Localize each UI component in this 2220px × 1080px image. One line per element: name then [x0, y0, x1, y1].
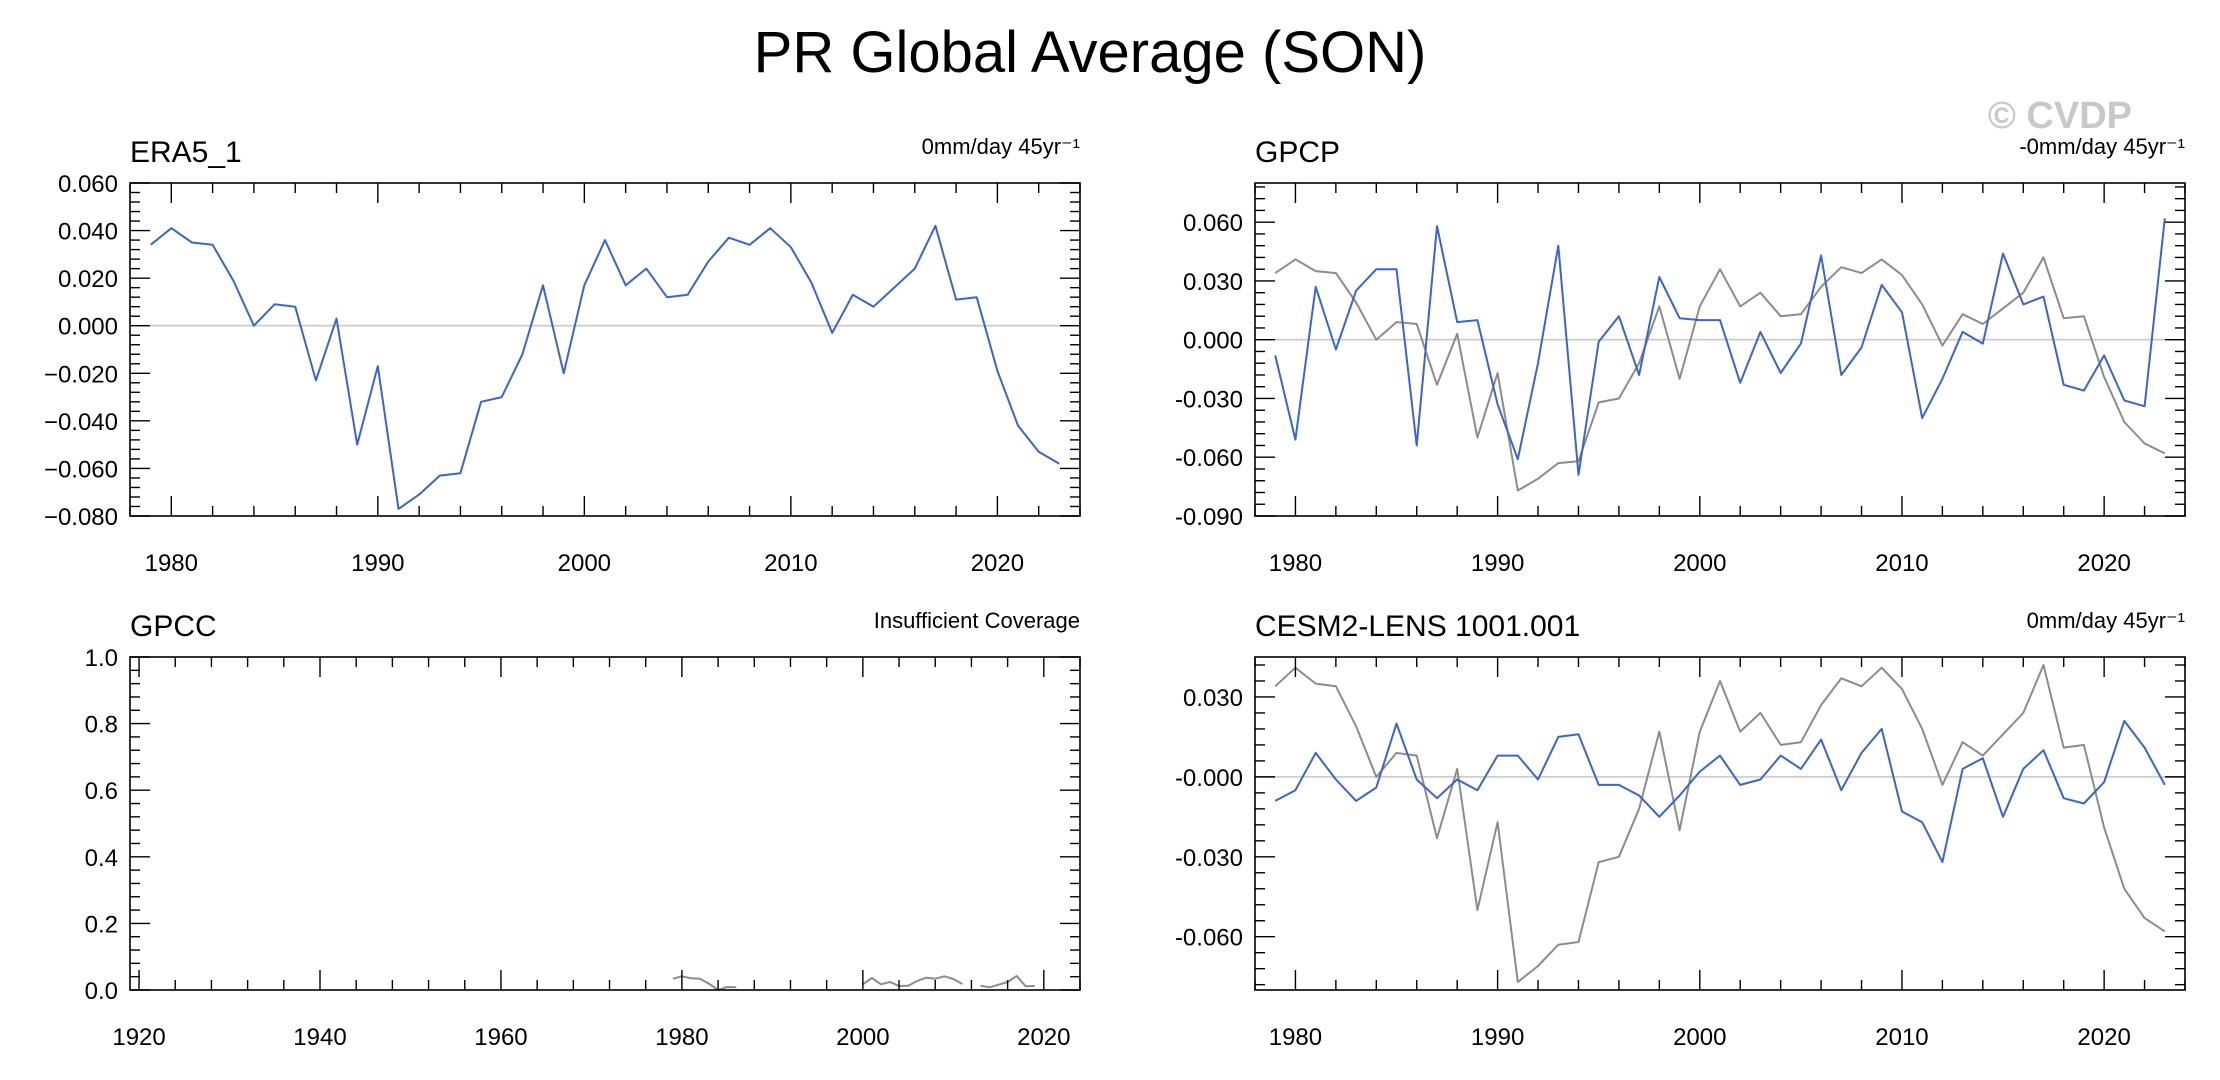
y-tick-label: 0.020: [58, 266, 118, 293]
x-tick-label: 1990: [1471, 550, 1524, 577]
trend-label: 0mm/day 45yr⁻¹: [2027, 608, 2185, 633]
y-tick-label: 0.000: [58, 314, 118, 341]
series-line-1: [672, 975, 1035, 991]
y-tick-label: −0.040: [44, 409, 118, 436]
x-tick-label: 2000: [1673, 1024, 1726, 1051]
x-tick-label: 1920: [112, 1024, 165, 1051]
x-tick-label: 2020: [2077, 1024, 2130, 1051]
y-tick-label: 0.030: [1183, 269, 1243, 296]
series-line-1: [1274, 664, 2166, 983]
y-tick-label: -0.000: [1175, 765, 1243, 792]
panel-title: GPCP: [1255, 136, 1340, 169]
y-tick-label: -0.030: [1175, 386, 1243, 413]
series-line-1: [150, 224, 1060, 510]
x-tick-label: 2020: [971, 550, 1024, 577]
panel-title: CESM2-LENS 1001.001: [1255, 610, 1580, 643]
y-tick-label: 0.040: [58, 219, 118, 246]
x-tick-label: 1980: [655, 1024, 708, 1051]
x-tick-label: 1940: [293, 1024, 346, 1051]
x-tick-label: 1980: [1269, 550, 1322, 577]
y-tick-label: 0.0: [85, 978, 118, 1005]
chart-panel-2: GPCP -0mm/day 45yr⁻¹ 1980 1990 2000 2010 2020 -…: [1175, 134, 2186, 577]
x-tick-label: 2010: [764, 550, 817, 577]
trend-label: Insufficient Coverage: [874, 608, 1080, 633]
watermark: © CVDP: [1988, 95, 2132, 137]
plot-frame: [129, 656, 1081, 991]
x-tick-label: 1980: [145, 550, 198, 577]
chart-panel-3: GPCC Insufficient Coverage 1920 1940 1960 198…: [85, 608, 1081, 1051]
y-tick-label: 0.060: [1183, 210, 1243, 237]
y-tick-label: −0.080: [44, 504, 118, 531]
y-tick-label: 0.2: [85, 911, 118, 938]
plot-frame: [1254, 182, 2186, 517]
x-tick-label: 2010: [1875, 1024, 1928, 1051]
y-tick-label: 0.6: [85, 778, 118, 805]
series-line-2: [1274, 719, 2166, 864]
x-tick-label: 2010: [1875, 550, 1928, 577]
y-tick-label: −0.020: [44, 361, 118, 388]
y-tick-label: -0.030: [1175, 845, 1243, 872]
y-tick-label: 0.4: [85, 845, 118, 872]
trend-label: 0mm/day 45yr⁻¹: [922, 134, 1080, 159]
y-tick-label: 0.000: [1183, 328, 1243, 355]
x-tick-label: 2000: [558, 550, 611, 577]
figure-title: PR Global Average (SON): [754, 20, 1427, 85]
plot-frame: [129, 182, 1081, 517]
series-line-2: [1274, 218, 2166, 476]
plot-frame: [1254, 656, 2186, 991]
y-tick-label: -0.060: [1175, 925, 1243, 952]
panel-title: ERA5_1: [130, 136, 242, 169]
x-tick-label: 2020: [1017, 1024, 1070, 1051]
x-tick-label: 2000: [836, 1024, 889, 1051]
x-tick-label: 2020: [2077, 550, 2130, 577]
y-tick-label: 0.060: [58, 171, 118, 198]
y-tick-label: −0.060: [44, 456, 118, 483]
x-tick-label: 1990: [351, 550, 404, 577]
chart-panels: ERA5_1 0mm/day 45yr⁻¹ 1980 1990 2000 2010 2020…: [44, 134, 2186, 1051]
chart-panel-1: ERA5_1 0mm/day 45yr⁻¹ 1980 1990 2000 2010 2020…: [44, 134, 1081, 577]
y-tick-label: 0.8: [85, 712, 118, 739]
x-tick-label: 2000: [1673, 550, 1726, 577]
x-tick-label: 1960: [474, 1024, 527, 1051]
chart-panel-4: CESM2-LENS 1001.001 0mm/day 45yr⁻¹ 1980 199…: [1175, 608, 2186, 1051]
trend-label: -0mm/day 45yr⁻¹: [2019, 134, 2185, 159]
y-tick-label: 0.030: [1183, 685, 1243, 712]
panel-title: GPCC: [130, 610, 217, 643]
y-tick-label: -0.060: [1175, 445, 1243, 472]
series-line-1: [1274, 256, 2166, 492]
y-tick-label: -0.090: [1175, 504, 1243, 531]
x-tick-label: 1980: [1269, 1024, 1322, 1051]
y-tick-label: 1.0: [85, 645, 118, 672]
x-tick-label: 1990: [1471, 1024, 1524, 1051]
